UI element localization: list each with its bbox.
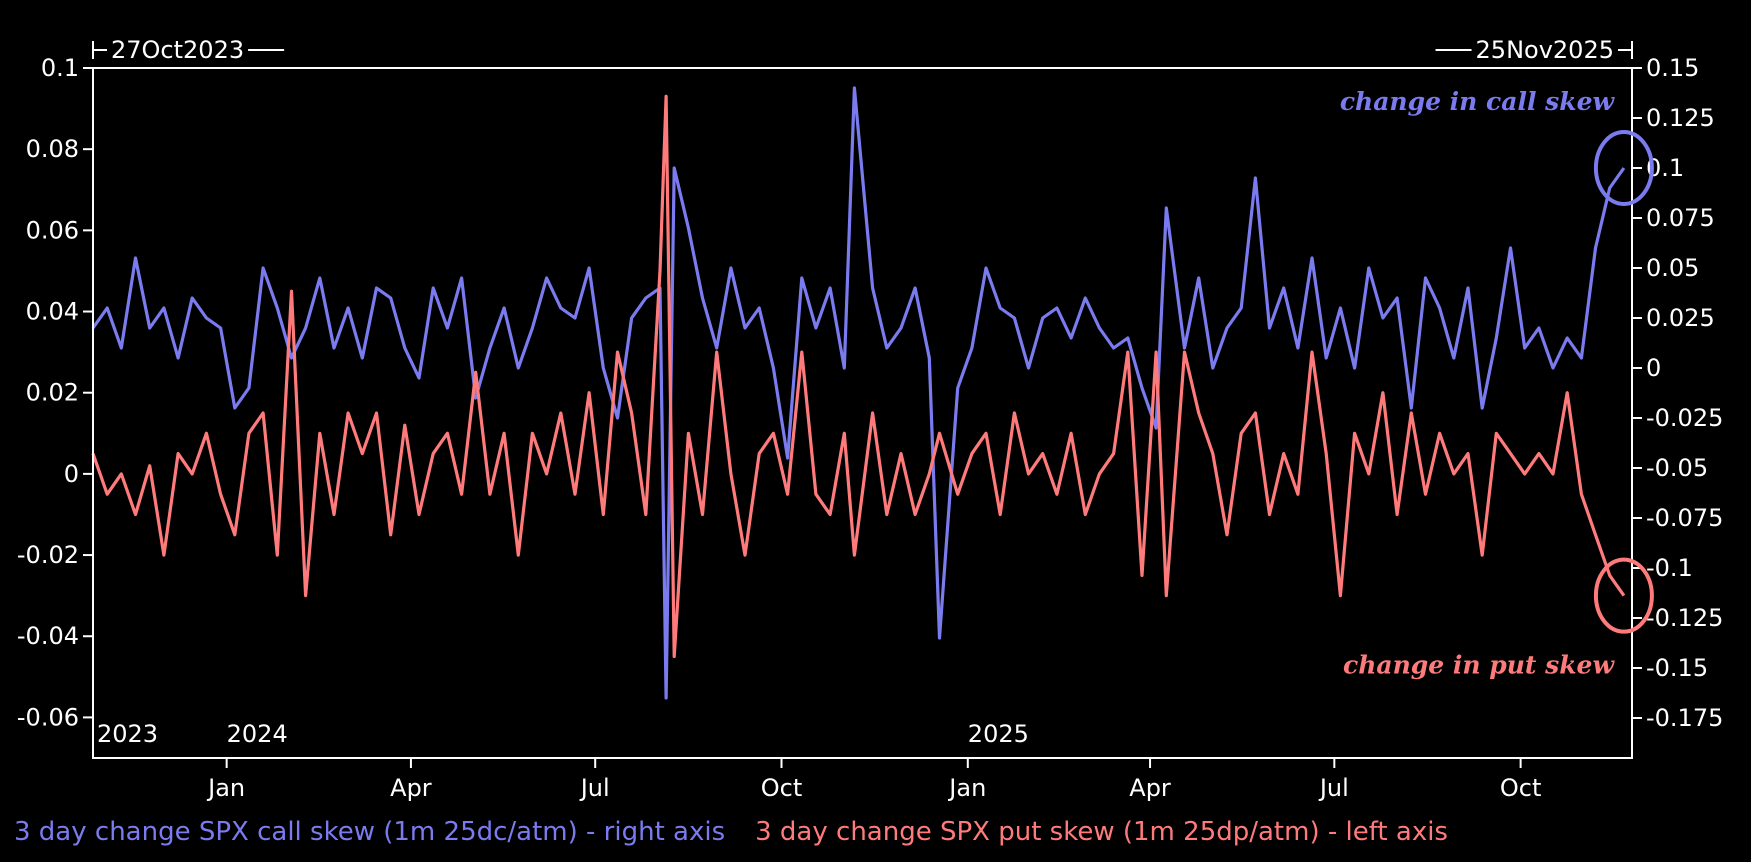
left-axis-tick-label: 0.02 [26, 379, 79, 407]
right-axis-tick-label: 0.075 [1646, 204, 1715, 232]
left-axis-tick-label: 0.08 [26, 135, 79, 163]
legend: 3 day change SPX call skew (1m 25dc/atm)… [14, 817, 1448, 847]
date-range-start: 27Oct2023 [111, 36, 244, 64]
annotations: change in call skew change in put skew [1340, 87, 1654, 680]
x-axis-tick-label: Apr [390, 774, 432, 802]
left-axis-tick-label: 0.1 [41, 54, 79, 82]
right-axis-tick-label: 0.05 [1646, 254, 1699, 282]
right-axis-tick-label: 0.025 [1646, 304, 1715, 332]
year-label: 2025 [968, 720, 1029, 748]
series-line-1 [91, 94, 1626, 659]
x-axis-tick-label: Jan [947, 774, 986, 802]
right-axis-tick-label: -0.025 [1646, 404, 1723, 432]
x-axis-tick-label: Oct [1500, 774, 1542, 802]
right-axis-tick-label: -0.05 [1646, 454, 1708, 482]
legend-entry-0: 3 day change SPX call skew (1m 25dc/atm)… [14, 817, 725, 847]
annotation-label-0: change in call skew [1340, 87, 1616, 116]
axes: 0.1 0.08 0.06 0.04 0.02 0 -0.02 -0.04 -0.06 0.15 0… [17, 36, 1723, 802]
x-axis-tick-label: Jul [1318, 774, 1349, 802]
date-range-end: 25Nov2025 [1476, 36, 1614, 64]
left-axis-tick-label: 0.06 [26, 216, 79, 244]
right-axis-tick-label: -0.15 [1646, 654, 1708, 682]
x-axis-tick-label: Oct [761, 774, 803, 802]
right-axis-tick-label: 0.125 [1646, 104, 1715, 132]
plot-frame [92, 67, 1633, 759]
year-label: 2023 [97, 720, 158, 748]
right-axis-tick-label: -0.175 [1646, 704, 1723, 732]
right-axis-tick-label: -0.075 [1646, 504, 1723, 532]
series-line-0 [91, 86, 1626, 700]
x-axis-tick-label: Jul [579, 774, 610, 802]
annotation-label-1: change in put skew [1343, 651, 1615, 680]
annotation-circle-0 [1593, 130, 1654, 206]
left-axis-tick-label: 0 [64, 460, 79, 488]
year-label: 2024 [227, 720, 288, 748]
legend-entry-1: 3 day change SPX put skew (1m 25dp/atm) … [755, 817, 1448, 847]
left-axis-tick-label: -0.04 [17, 622, 79, 650]
left-axis-tick-label: -0.02 [17, 541, 79, 569]
left-axis-tick-label: 0.04 [26, 298, 79, 326]
right-axis-tick-label: -0.125 [1646, 604, 1723, 632]
x-axis-tick-label: Jan [206, 774, 245, 802]
right-axis-tick-label: -0.1 [1646, 554, 1693, 582]
right-axis-tick-label: 0.15 [1646, 54, 1699, 82]
right-axis-tick-label: 0 [1646, 354, 1661, 382]
left-axis-tick-label: -0.06 [17, 703, 79, 731]
annotation-circle-1 [1593, 557, 1654, 634]
plot-area [91, 86, 1626, 700]
x-axis-tick-label: Apr [1129, 774, 1171, 802]
